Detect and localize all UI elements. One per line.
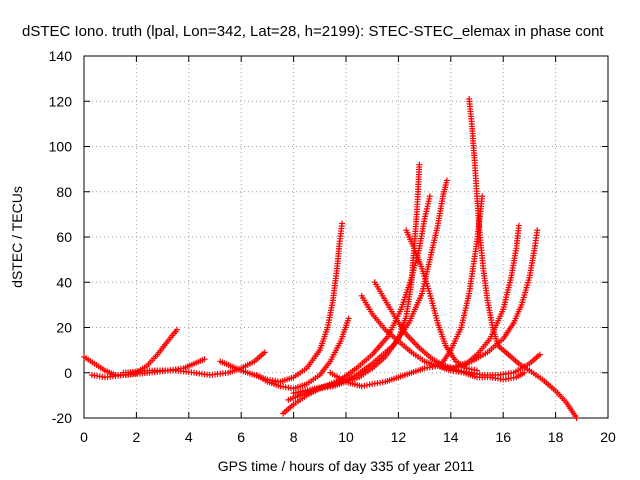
data-point <box>536 351 543 358</box>
series-3 <box>120 349 268 379</box>
series-4 <box>217 220 346 385</box>
y-axis-label: dSTEC / TECUs <box>9 186 25 288</box>
series-2 <box>88 356 208 381</box>
data-point <box>416 161 423 168</box>
y-tick-label: 60 <box>56 229 72 245</box>
grid-lines <box>84 56 608 418</box>
y-tick-label: 20 <box>56 320 72 336</box>
x-axis-label: GPS time / hours of day 335 of year 2011 <box>218 458 475 474</box>
x-tick-label: 10 <box>338 429 354 445</box>
data-point <box>261 349 268 356</box>
y-tick-label: 140 <box>49 48 73 64</box>
data-point <box>474 367 480 374</box>
chart-title: dSTEC Iono. truth (lpal, Lon=342, Lat=28… <box>22 23 604 40</box>
x-tick-label: 14 <box>443 429 459 445</box>
data-point <box>339 220 346 227</box>
y-axis-ticks: -20 0 20 40 60 80 100 120 140 <box>49 48 608 426</box>
data-point <box>534 227 541 234</box>
data-points <box>81 95 580 421</box>
x-tick-label: 16 <box>495 429 511 445</box>
data-point <box>521 369 528 376</box>
series-15 <box>453 227 541 369</box>
y-tick-label: 100 <box>49 139 73 155</box>
series-12 <box>403 227 480 374</box>
x-tick-label: 18 <box>548 429 564 445</box>
y-tick-label: 40 <box>56 274 72 290</box>
x-tick-label: 12 <box>391 429 407 445</box>
y-tick-label: 120 <box>49 93 73 109</box>
y-tick-label: 0 <box>64 365 72 381</box>
x-tick-label: 0 <box>80 429 88 445</box>
y-tick-label: 80 <box>56 184 72 200</box>
data-point <box>515 222 522 229</box>
series-13 <box>466 95 580 421</box>
series-14 <box>437 193 486 369</box>
data-point <box>201 356 208 363</box>
x-tick-label: 6 <box>237 429 245 445</box>
y-tick-label: -20 <box>52 410 72 426</box>
x-tick-label: 20 <box>600 429 616 445</box>
x-tick-label: 2 <box>133 429 141 445</box>
series-5 <box>253 315 352 392</box>
data-point <box>345 315 352 322</box>
data-point <box>443 177 450 184</box>
data-point <box>573 415 580 421</box>
x-tick-label: 4 <box>185 429 193 445</box>
series-11 <box>371 279 543 379</box>
data-point <box>479 193 486 200</box>
x-tick-label: 8 <box>290 429 298 445</box>
data-point <box>426 193 433 200</box>
x-axis-ticks: 0 2 4 6 8 10 12 14 16 18 20 <box>80 56 616 445</box>
series-9 <box>327 222 522 390</box>
data-point <box>174 326 181 333</box>
